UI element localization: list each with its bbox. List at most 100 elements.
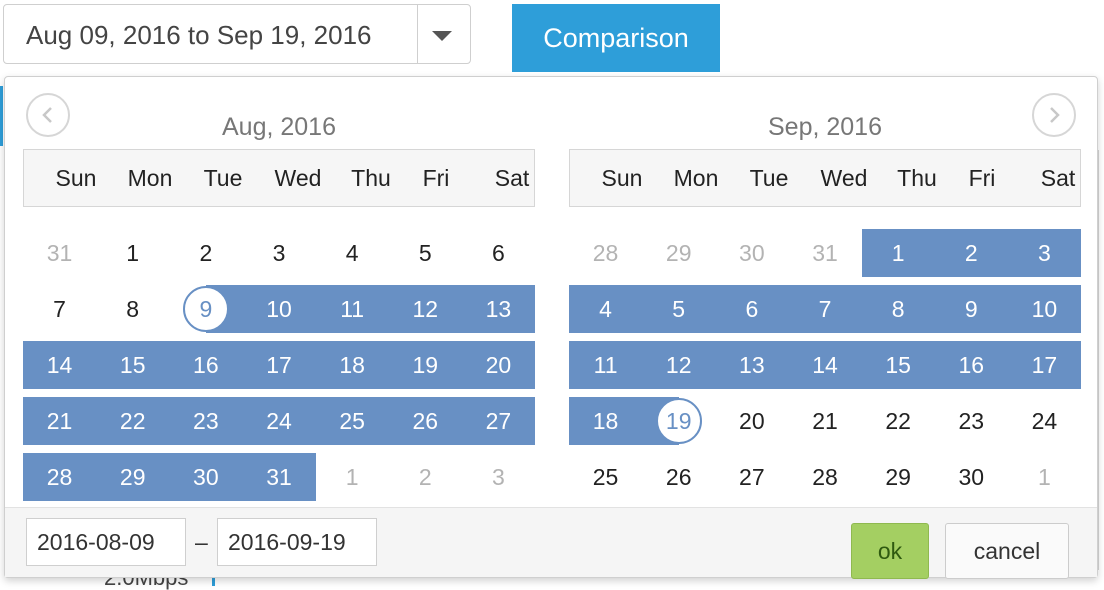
- background-marker-bar: [212, 570, 215, 586]
- caret-down-icon[interactable]: [432, 31, 452, 41]
- calendar-day[interactable]: 23: [193, 408, 219, 434]
- calendar-day[interactable]: 27: [739, 464, 765, 490]
- weekday-label: Sun: [601, 165, 643, 191]
- calendar-day[interactable]: 22: [119, 408, 146, 434]
- calendar-day[interactable]: 26: [665, 464, 692, 490]
- calendar-day[interactable]: 10: [1031, 296, 1058, 322]
- calendar-day[interactable]: 13: [485, 296, 512, 322]
- calendar-day[interactable]: 21: [46, 408, 73, 434]
- calendar-day[interactable]: 19: [412, 352, 439, 378]
- weekday-label: Thu: [351, 165, 391, 191]
- calendar-day[interactable]: 13: [739, 352, 765, 378]
- calendar-day[interactable]: 9: [182, 286, 229, 332]
- calendar-day[interactable]: 28: [812, 464, 838, 490]
- end-date-input[interactable]: [217, 518, 377, 566]
- calendar-day[interactable]: 29: [665, 240, 692, 266]
- calendar-day[interactable]: 16: [958, 352, 985, 378]
- calendar-day[interactable]: 30: [958, 464, 985, 490]
- calendar-day[interactable]: 20: [739, 408, 765, 434]
- calendar-day[interactable]: 3: [492, 464, 505, 490]
- calendar-day[interactable]: 6: [745, 296, 759, 322]
- weekday-label: Fri: [422, 165, 450, 191]
- calendar-day[interactable]: 10: [266, 296, 292, 322]
- calendar-day[interactable]: 28: [46, 464, 73, 490]
- selected-range-band: [23, 453, 316, 501]
- calendar-day[interactable]: 30: [739, 240, 765, 266]
- ok-button[interactable]: ok: [851, 523, 929, 579]
- comparison-button[interactable]: Comparison: [512, 4, 720, 72]
- calendar-day[interactable]: 7: [53, 296, 66, 322]
- calendar-day[interactable]: 2: [199, 240, 213, 266]
- calendar-day[interactable]: 17: [1031, 352, 1058, 378]
- calendar-day[interactable]: 31: [46, 240, 73, 266]
- calendar-day[interactable]: 8: [891, 296, 905, 322]
- calendar-day[interactable]: 4: [345, 240, 359, 266]
- selected-range-band: [569, 285, 1081, 333]
- calendar-day[interactable]: 17: [266, 352, 292, 378]
- calendar-day[interactable]: 24: [1031, 408, 1058, 434]
- calendar-day[interactable]: 5: [418, 240, 432, 266]
- weekday-label: Wed: [820, 165, 868, 191]
- calendar-day[interactable]: 16: [193, 352, 219, 378]
- calendar-day[interactable]: 1: [1038, 464, 1051, 490]
- calendar-day[interactable]: 2: [418, 464, 432, 490]
- calendar-day[interactable]: 15: [885, 352, 911, 378]
- calendar-day[interactable]: 18: [339, 352, 365, 378]
- calendar-day[interactable]: 4: [599, 296, 612, 322]
- calendar-day[interactable]: 25: [592, 464, 619, 490]
- calendar-day[interactable]: 5: [672, 296, 686, 322]
- calendar-day[interactable]: 1: [126, 240, 140, 266]
- calendar-day[interactable]: 11: [340, 296, 365, 322]
- calendar-day[interactable]: 20: [485, 352, 512, 378]
- date-range-select[interactable]: Aug 09, 2016 to Sep 19, 2016: [3, 4, 471, 64]
- calendar-day[interactable]: 29: [885, 464, 911, 490]
- calendar-day[interactable]: 8: [126, 296, 140, 322]
- calendar-day[interactable]: 12: [412, 296, 439, 322]
- selected-range-band: [23, 397, 535, 445]
- background-panel-edge: [1098, 150, 1104, 570]
- weekday-label: Sat: [494, 165, 530, 191]
- calendar-day[interactable]: 19: [655, 398, 702, 444]
- weekday-label: Mon: [127, 165, 173, 191]
- weekday-header: Sun Mon Tue Wed Thu Fri Sat: [23, 149, 535, 207]
- weekday-label: Wed: [274, 165, 322, 191]
- calendar-day[interactable]: 6: [492, 240, 505, 266]
- calendar-day[interactable]: 7: [818, 296, 832, 322]
- weekday-label: Tue: [749, 165, 789, 191]
- start-date-input[interactable]: [26, 518, 186, 566]
- calendar-day[interactable]: 24: [266, 408, 292, 434]
- calendar-day[interactable]: 14: [46, 352, 73, 378]
- calendar-day[interactable]: 12: [665, 352, 692, 378]
- calendar-day[interactable]: 22: [885, 408, 911, 434]
- date-range-picker-popup: – ok cancel Aug, 2016SunMonTueWedThuFriS…: [4, 76, 1098, 579]
- calendar-day[interactable]: 3: [1038, 240, 1051, 266]
- calendar-day[interactable]: 1: [891, 240, 905, 266]
- chevron-left-icon[interactable]: [26, 93, 70, 137]
- calendar-day[interactable]: 27: [485, 408, 512, 434]
- chevron-right-icon[interactable]: [1032, 93, 1076, 137]
- calendar-day[interactable]: 30: [193, 464, 219, 490]
- calendar-day[interactable]: 15: [119, 352, 146, 378]
- calendar-day[interactable]: 25: [339, 408, 365, 434]
- calendar-day[interactable]: 28: [592, 240, 619, 266]
- calendar-day[interactable]: 3: [272, 240, 286, 266]
- selected-range-band: [569, 341, 1081, 389]
- date-range-label: Aug 09, 2016 to Sep 19, 2016: [26, 20, 372, 50]
- calendar-day[interactable]: 9: [964, 296, 978, 322]
- calendar-day[interactable]: 31: [266, 464, 292, 490]
- calendar-day[interactable]: 29: [119, 464, 146, 490]
- month-title: Aug, 2016: [222, 113, 336, 141]
- weekday-label: Sun: [55, 165, 97, 191]
- calendar-day[interactable]: 23: [958, 408, 985, 434]
- cancel-button[interactable]: cancel: [945, 523, 1069, 579]
- calendar-day[interactable]: 2: [964, 240, 978, 266]
- selected-range-band: [861, 229, 1081, 277]
- calendar-day[interactable]: 18: [592, 408, 619, 434]
- calendar-day[interactable]: 1: [345, 464, 359, 490]
- calendar-day[interactable]: 26: [412, 408, 439, 434]
- calendar-day[interactable]: 31: [812, 240, 838, 266]
- calendar-day[interactable]: 14: [812, 352, 838, 378]
- calendar-day[interactable]: 11: [593, 352, 618, 378]
- calendar-day[interactable]: 21: [812, 408, 838, 434]
- weekday-header: Sun Mon Tue Wed Thu Fri Sat: [569, 149, 1081, 207]
